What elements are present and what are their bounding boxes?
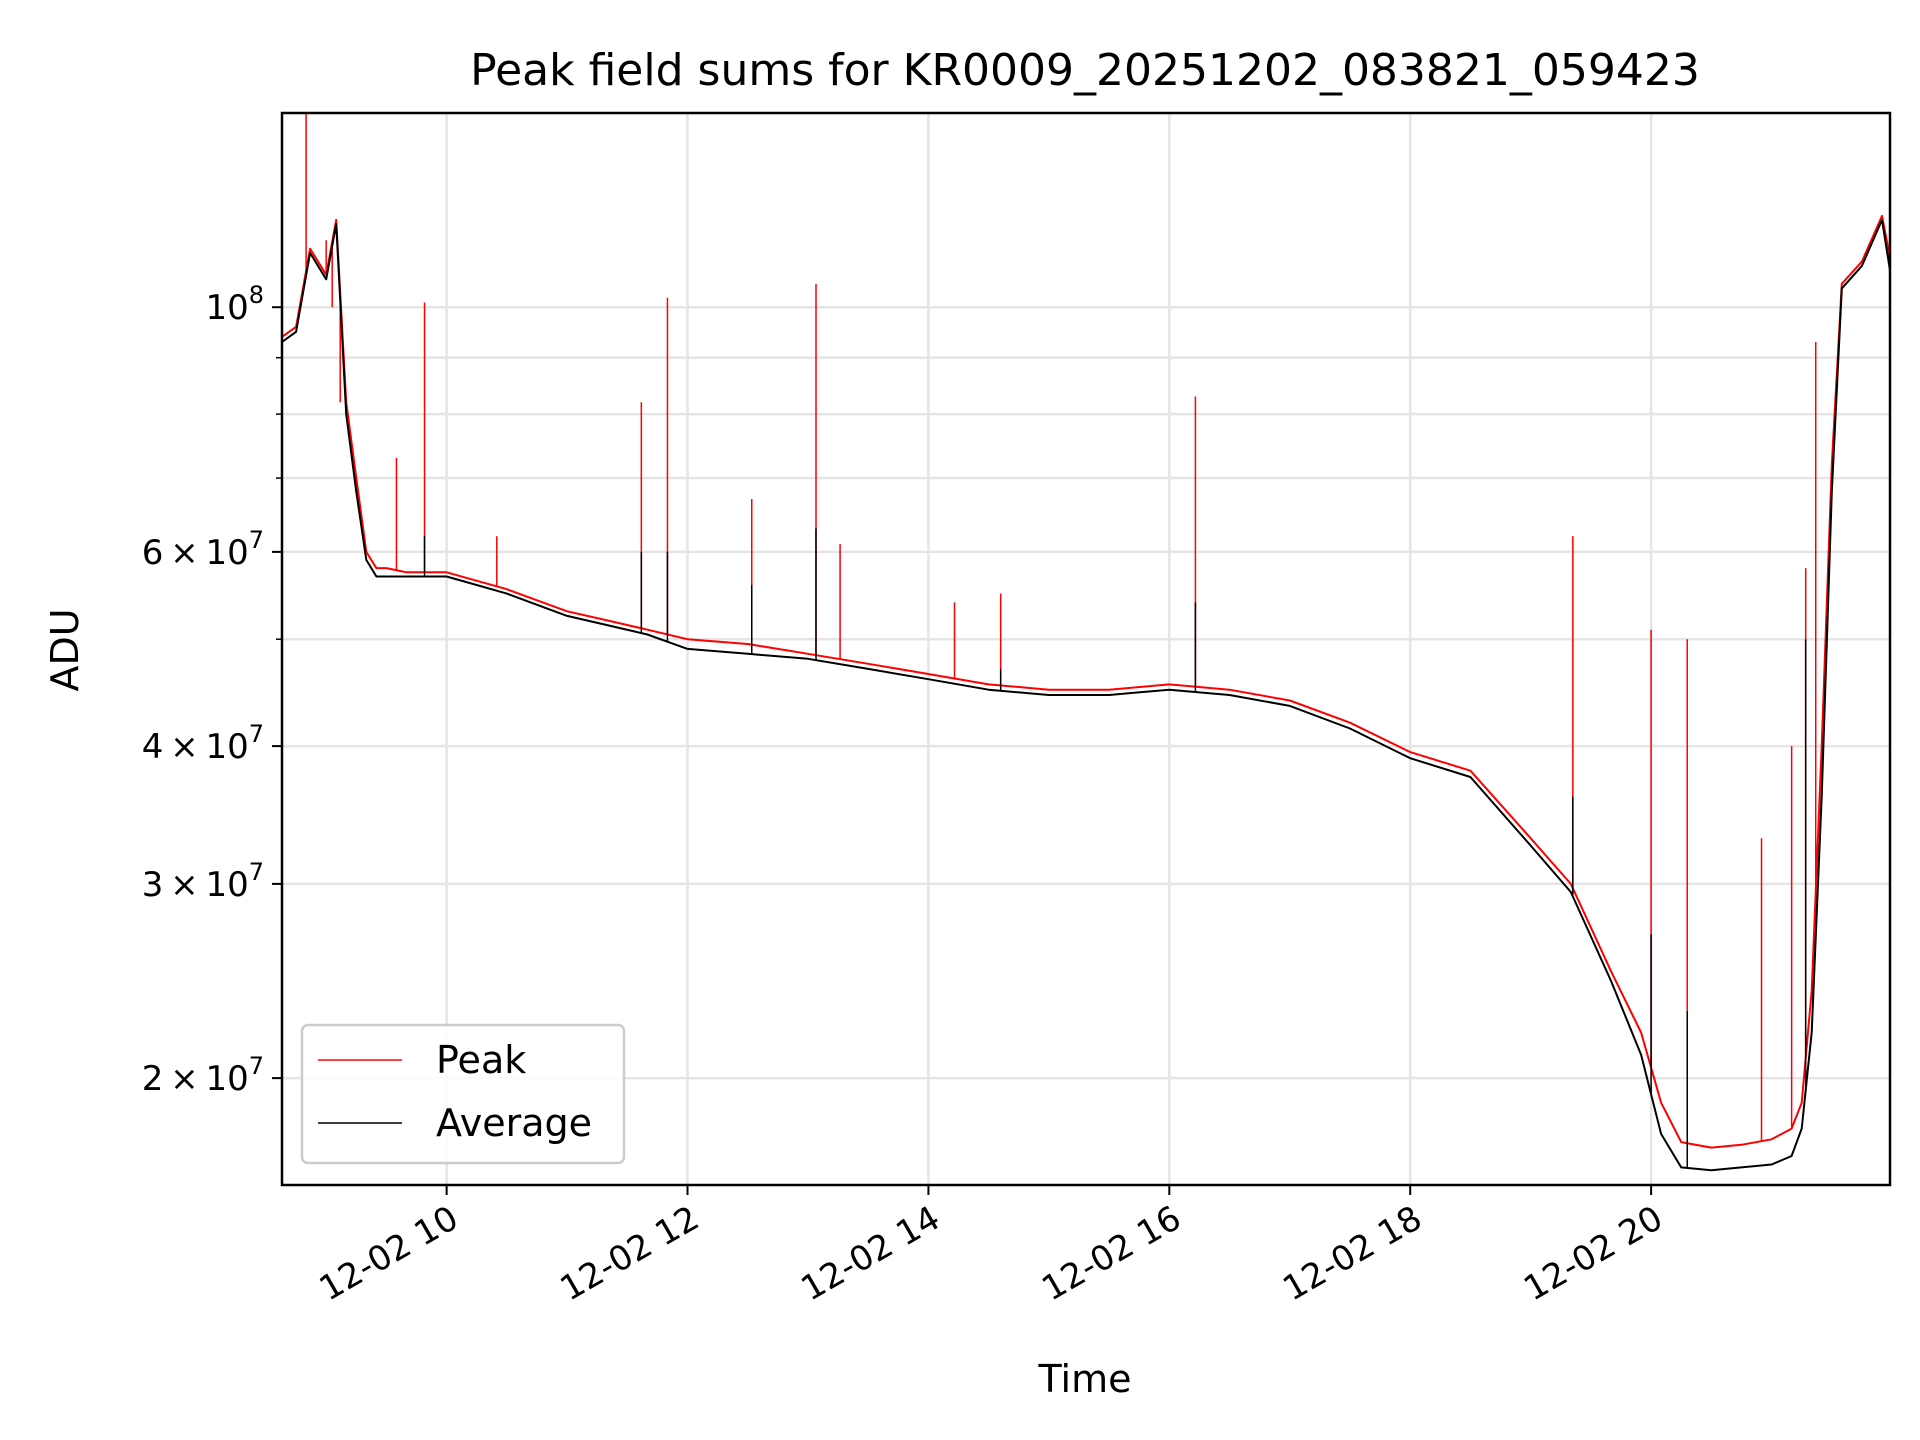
legend-peak-label: Peak (436, 1038, 526, 1082)
y-tick-label: 2 × 107 (142, 1052, 264, 1099)
x-tick-label: 12-02 12 (554, 1198, 706, 1309)
plot-frame (280, 111, 1892, 1187)
average-series-line (282, 218, 1890, 1172)
legend: Peak Average (300, 1023, 626, 1165)
y-tick-label: 6 × 107 (142, 526, 264, 573)
x-axis: 12-02 10 12-02 12 12-02 14 12-02 16 12-02 18… (313, 1185, 1670, 1309)
x-tick-label: 12-02 14 (795, 1198, 947, 1309)
x-axis-label: Time (1038, 1357, 1132, 1401)
x-tick-label: 12-02 10 (313, 1198, 465, 1309)
y-tick-label: 4 × 107 (142, 720, 264, 767)
peak-series-line (282, 214, 1890, 1149)
y-tick-label: 3 × 107 (142, 858, 264, 905)
plot-lines (282, 113, 1890, 1172)
y-axis-label: ADU (43, 608, 87, 691)
y-tick-label: 108 (205, 281, 264, 328)
legend-average-label: Average (436, 1101, 592, 1145)
x-tick-label: 12-02 16 (1035, 1198, 1187, 1309)
chart-title: Peak field sums for KR0009_20251202_0838… (470, 45, 1700, 96)
y-axis: 2 × 107 3 × 107 4 × 107 6 × 107 108 (142, 281, 282, 1099)
x-tick-label: 12-02 18 (1276, 1198, 1428, 1309)
x-tick-label: 12-02 20 (1517, 1198, 1669, 1309)
